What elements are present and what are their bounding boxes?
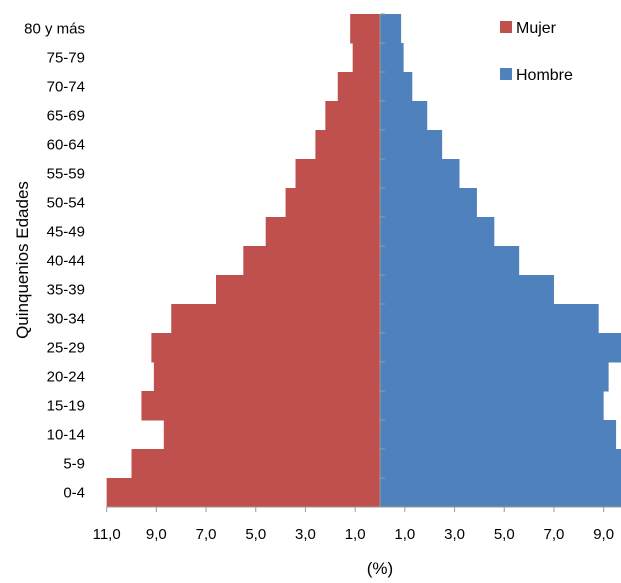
x-tick-label: 9,0 bbox=[593, 526, 614, 543]
bar-hombre-13 bbox=[380, 101, 428, 131]
y-tick-label: 40-44 bbox=[47, 253, 85, 270]
legend-label-mujer: Mujer bbox=[516, 20, 557, 37]
bar-hombre-5 bbox=[380, 333, 621, 363]
bar-mujer-3 bbox=[141, 391, 380, 421]
y-tick-label: 10-14 bbox=[47, 427, 85, 444]
bar-hombre-14 bbox=[380, 72, 413, 102]
y-tick-label: 15-19 bbox=[47, 398, 85, 415]
bar-hombre-9 bbox=[380, 217, 495, 247]
axes-group bbox=[106, 13, 621, 512]
bar-mujer-14 bbox=[337, 72, 380, 102]
bar-mujer-16 bbox=[350, 14, 380, 44]
bar-hombre-4 bbox=[380, 362, 609, 392]
y-tick-label: 65-69 bbox=[47, 108, 85, 125]
x-tick-label: 11,0 bbox=[93, 526, 121, 543]
y-tick-label: 75-79 bbox=[47, 50, 85, 67]
bar-hombre-12 bbox=[380, 130, 443, 160]
x-tick-label: 7,0 bbox=[196, 526, 217, 543]
x-tick-label: 5,0 bbox=[494, 526, 515, 543]
x-tick-label: 1,0 bbox=[394, 526, 415, 543]
bar-mujer-6 bbox=[171, 304, 380, 334]
bar-mujer-12 bbox=[315, 130, 380, 160]
bar-hombre-11 bbox=[380, 159, 460, 189]
x-tick-label: 1,0 bbox=[345, 526, 366, 543]
y-tick-label: 55-59 bbox=[47, 166, 85, 183]
legend: Mujer Hombre bbox=[500, 20, 573, 84]
bar-hombre-0 bbox=[380, 478, 621, 508]
y-tick-label: 45-49 bbox=[47, 224, 85, 241]
y-tick-label: 60-64 bbox=[47, 137, 85, 154]
y-tick-label: 70-74 bbox=[47, 79, 85, 96]
x-tick-label: 9,0 bbox=[146, 526, 167, 543]
bar-mujer-8 bbox=[243, 246, 380, 276]
bar-mujer-9 bbox=[265, 217, 380, 247]
x-tick-label: 5,0 bbox=[245, 526, 266, 543]
legend-swatch-hombre bbox=[500, 68, 512, 80]
bar-hombre-10 bbox=[380, 188, 477, 218]
bar-hombre-1 bbox=[380, 449, 621, 479]
x-tick-label: 7,0 bbox=[544, 526, 565, 543]
y-tick-label: 0-4 bbox=[63, 485, 85, 502]
y-tick-label: 80 y más bbox=[24, 21, 85, 38]
bar-mujer-0 bbox=[106, 478, 381, 508]
bars-group bbox=[106, 14, 621, 508]
bar-hombre-8 bbox=[380, 246, 520, 276]
legend-label-hombre: Hombre bbox=[516, 67, 573, 84]
y-tick-label: 50-54 bbox=[47, 195, 85, 212]
x-tick-labels: 11,0 9,0 7,0 5,0 3,0 1,0 1,0 3,0 5,0 7,0 9,0 bbox=[93, 526, 614, 543]
x-tick-label: 3,0 bbox=[444, 526, 465, 543]
bar-mujer-2 bbox=[163, 420, 380, 450]
y-axis-title: Quinquenios Edades bbox=[13, 181, 32, 339]
bar-hombre-7 bbox=[380, 275, 554, 305]
bar-hombre-2 bbox=[380, 420, 617, 450]
x-tick-label: 3,0 bbox=[295, 526, 316, 543]
y-tick-label: 30-34 bbox=[47, 311, 85, 328]
y-tick-labels: 0-4 5-9 10-14 15-19 20-24 25-29 30-34 35-39 40-4… bbox=[24, 21, 85, 502]
bar-hombre-15 bbox=[380, 43, 404, 73]
bar-mujer-7 bbox=[215, 275, 380, 305]
y-tick-label: 25-29 bbox=[47, 340, 85, 357]
x-axis-title: (%) bbox=[367, 559, 393, 578]
bar-hombre-3 bbox=[380, 391, 604, 421]
bar-mujer-11 bbox=[295, 159, 380, 189]
legend-swatch-mujer bbox=[500, 21, 512, 33]
bar-hombre-16 bbox=[380, 14, 402, 44]
bar-mujer-15 bbox=[352, 43, 381, 73]
y-tick-label: 20-24 bbox=[47, 369, 85, 386]
y-tick-label: 5-9 bbox=[63, 456, 85, 473]
bar-hombre-6 bbox=[380, 304, 599, 334]
bar-mujer-4 bbox=[153, 362, 380, 392]
bar-mujer-1 bbox=[131, 449, 380, 479]
bar-mujer-5 bbox=[151, 333, 380, 363]
y-tick-label: 35-39 bbox=[47, 282, 85, 299]
bar-mujer-13 bbox=[325, 101, 380, 131]
bar-mujer-10 bbox=[285, 188, 380, 218]
